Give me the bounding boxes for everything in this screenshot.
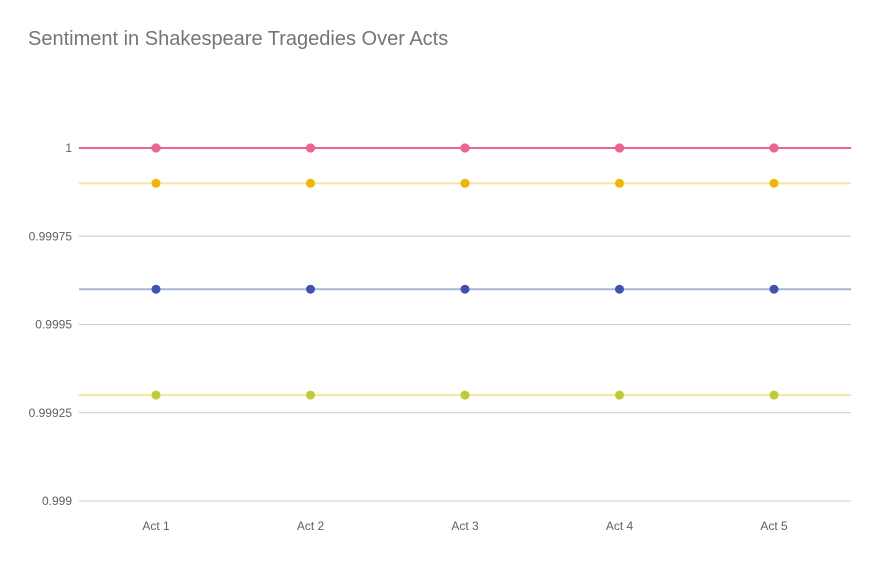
- series-0-point-4: [769, 390, 779, 400]
- series-1-point-4: [769, 284, 779, 294]
- series-4-point-1: [306, 143, 315, 153]
- series-2-point-2: [460, 178, 470, 188]
- y-tick-label-3: 0.99925: [29, 406, 73, 420]
- series-0-point-3: [615, 390, 624, 400]
- series-2-point-1: [306, 178, 315, 188]
- y-tick-label-1: 0.99975: [29, 229, 73, 243]
- series-1-point-3: [615, 284, 624, 294]
- y-tick-label-2: 0.9995: [35, 318, 72, 332]
- series-2-point-4: [769, 178, 779, 188]
- series-0-point-2: [460, 390, 470, 400]
- x-tick-label-0: Act 1: [142, 519, 170, 533]
- series-4-point-3: [615, 143, 624, 153]
- x-tick-label-3: Act 4: [606, 519, 634, 533]
- series-4-point-0: [151, 143, 161, 153]
- series-4-point-2: [460, 143, 470, 153]
- series-1-point-1: [306, 284, 315, 294]
- x-tick-label-1: Act 2: [297, 519, 325, 533]
- series-2-point-0: [151, 178, 161, 188]
- y-tick-label-4: 0.999: [42, 494, 72, 508]
- chart-title: Sentiment in Shakespeare Tragedies Over …: [28, 28, 449, 50]
- series-2-point-3: [615, 178, 624, 188]
- y-tick-label-0: 1: [65, 141, 72, 155]
- x-tick-label-2: Act 3: [451, 519, 479, 533]
- series-0-point-0: [151, 390, 161, 400]
- series-4-point-4: [769, 143, 779, 153]
- series-1-point-0: [151, 284, 161, 294]
- series-0-point-1: [306, 390, 315, 400]
- x-tick-label-4: Act 5: [760, 519, 788, 533]
- series-1-point-2: [460, 284, 470, 294]
